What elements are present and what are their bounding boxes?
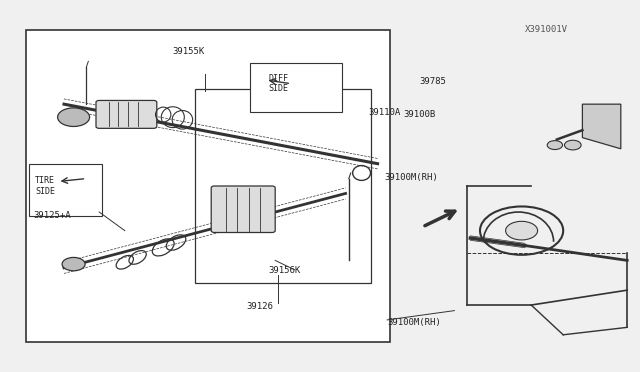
Circle shape — [547, 141, 563, 150]
FancyBboxPatch shape — [211, 186, 275, 232]
FancyBboxPatch shape — [26, 30, 390, 342]
FancyBboxPatch shape — [195, 89, 371, 283]
Text: 39100B: 39100B — [403, 110, 435, 119]
Polygon shape — [582, 104, 621, 149]
Text: TIRE
SIDE: TIRE SIDE — [35, 176, 55, 196]
Text: 39110A: 39110A — [368, 108, 400, 117]
Text: DIFF
SIDE: DIFF SIDE — [269, 74, 289, 93]
Circle shape — [62, 257, 85, 271]
Circle shape — [58, 108, 90, 126]
Text: 39785: 39785 — [419, 77, 446, 86]
FancyBboxPatch shape — [250, 63, 342, 112]
Text: 39155K: 39155K — [173, 47, 205, 56]
Circle shape — [564, 140, 581, 150]
Text: 39100M(RH): 39100M(RH) — [384, 173, 438, 182]
Text: 39100M(RH): 39100M(RH) — [387, 318, 441, 327]
Text: 39126: 39126 — [246, 302, 273, 311]
Circle shape — [506, 221, 538, 240]
Text: 39156K: 39156K — [269, 266, 301, 275]
FancyBboxPatch shape — [96, 100, 157, 128]
Text: 39125+A: 39125+A — [33, 211, 71, 219]
FancyBboxPatch shape — [29, 164, 102, 216]
Text: X391001V: X391001V — [525, 25, 568, 33]
